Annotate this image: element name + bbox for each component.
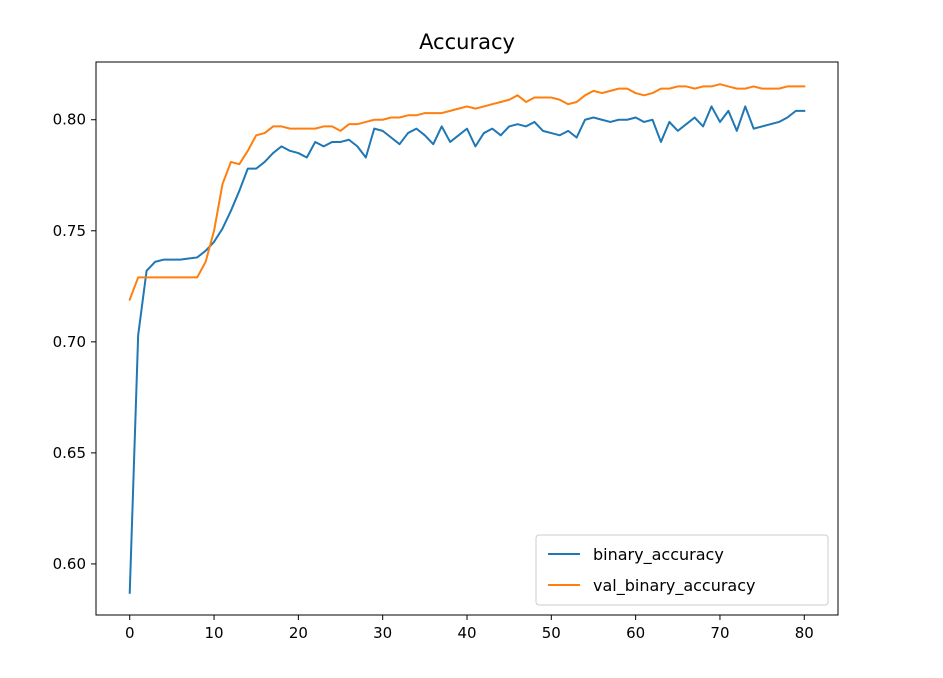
legend: binary_accuracy val_binary_accuracy [535,534,829,606]
legend-box [535,534,829,606]
axes-layer: 0 10 20 30 40 50 60 70 80 0.60 0.65 0.70 0.75 0.80 [53,61,839,642]
legend-label-val-binary-accuracy: val_binary_accuracy [593,576,756,596]
x-tick-label: 70 [710,624,729,642]
chart-title: Accuracy [419,30,515,54]
legend-label-binary-accuracy: binary_accuracy [593,545,724,565]
x-tick-label: 50 [542,624,561,642]
x-tick-label: 40 [457,624,476,642]
x-tick-label: 60 [626,624,645,642]
y-tick-label: 0.70 [53,333,86,351]
series-layer [128,83,806,594]
y-tick-label: 0.75 [53,222,86,240]
y-tick-label: 0.80 [53,111,86,129]
x-tick-label: 30 [373,624,392,642]
x-tick-label: 10 [204,624,223,642]
y-tick-label: 0.60 [53,555,86,573]
x-tick-label: 20 [289,624,308,642]
y-tick-label: 0.65 [53,444,86,462]
series-line-binary-accuracy [128,105,806,594]
x-tick-label: 0 [125,624,135,642]
series-line-val-binary-accuracy [128,83,806,301]
x-tick-label: 80 [795,624,814,642]
